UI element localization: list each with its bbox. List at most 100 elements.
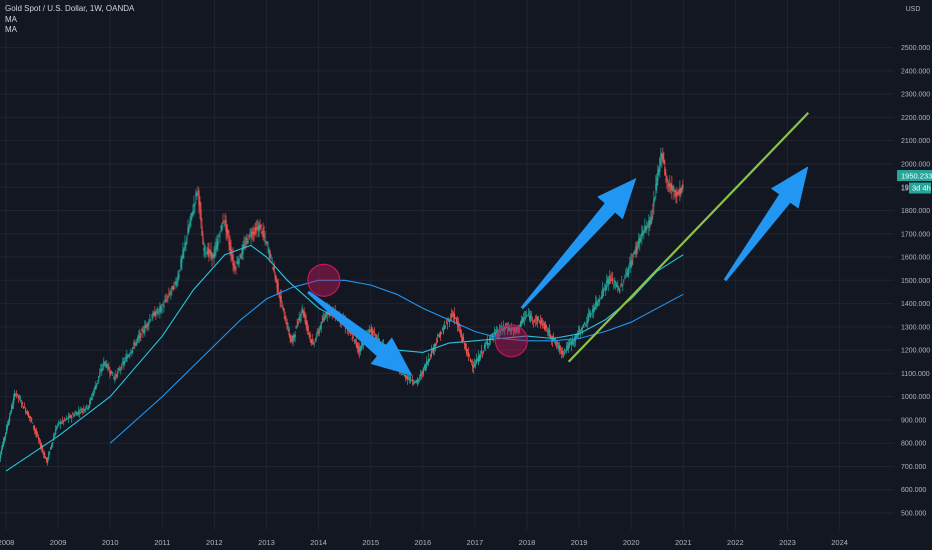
candle-body <box>315 337 317 340</box>
price-tick-label: 1200.000 <box>901 348 930 355</box>
candle-body <box>25 408 27 413</box>
candle-body <box>157 311 159 313</box>
candle-body <box>104 362 106 364</box>
candle-body <box>139 333 141 338</box>
candle-body <box>439 332 442 337</box>
candle-body <box>543 323 545 324</box>
candle-body <box>668 183 670 187</box>
candle-body <box>296 324 298 326</box>
candle-body <box>244 245 246 247</box>
candle-body <box>145 325 147 328</box>
candle-body <box>649 219 651 225</box>
annotations[interactable] <box>307 111 810 376</box>
candle-body <box>539 320 541 322</box>
candle-body <box>515 327 518 332</box>
candle-body <box>658 167 660 172</box>
candle-body <box>309 334 311 338</box>
candle-body <box>324 316 326 318</box>
candle-body <box>174 282 176 283</box>
candle-body <box>64 418 66 420</box>
trend-line-drawing[interactable] <box>567 111 810 363</box>
candle-body <box>196 193 198 196</box>
candle-body <box>154 311 156 317</box>
moving-average-2-line[interactable] <box>109 279 684 444</box>
candle-body <box>494 332 497 337</box>
candle-body <box>321 321 323 323</box>
candle-body <box>462 336 465 341</box>
candle-body <box>240 255 242 259</box>
candle-body <box>68 415 70 419</box>
candle-body <box>110 370 112 375</box>
arrow-drawing[interactable] <box>723 166 809 282</box>
candle-body <box>576 336 578 338</box>
candle-body <box>415 380 417 382</box>
candle-body <box>452 313 455 317</box>
symbol-title[interactable]: Gold Spot / U.S. Dollar, 1W, OANDA <box>5 4 135 13</box>
ma1-label[interactable]: MA <box>5 14 17 24</box>
candle-body <box>541 320 543 322</box>
candle-body <box>504 324 507 327</box>
candle-body <box>604 288 606 290</box>
candle-body <box>419 374 421 377</box>
candle-body <box>465 348 468 354</box>
candle-body <box>300 312 302 316</box>
candle-body <box>213 252 215 260</box>
candle-body <box>266 242 268 245</box>
candle-body <box>480 350 483 353</box>
candle-body <box>92 393 94 396</box>
candle-body <box>410 380 412 381</box>
candle-body <box>650 217 652 225</box>
candle-body <box>499 331 502 333</box>
candle-body <box>194 203 196 205</box>
candle-body <box>177 275 179 283</box>
candle-body <box>111 371 113 374</box>
candle-body <box>236 260 238 264</box>
candle-body <box>323 317 325 321</box>
candle-body <box>263 233 265 238</box>
candle-body <box>423 366 426 369</box>
candle-body <box>66 417 68 419</box>
candle-body <box>46 457 48 462</box>
candle-body <box>427 358 430 363</box>
candle-body <box>444 325 447 327</box>
price-axis[interactable]: USD 500.000 600.000 700.000 800.000 900.000 10… <box>897 6 932 518</box>
circle-drawing[interactable] <box>307 263 341 297</box>
candle-body <box>79 413 81 414</box>
candle-body <box>361 343 363 347</box>
candle-body <box>320 322 322 329</box>
candle-body <box>187 227 189 236</box>
arrow-drawing[interactable] <box>520 177 637 310</box>
candle-body <box>162 304 164 306</box>
candle-body <box>612 277 614 284</box>
candle-body <box>223 220 225 223</box>
candle-body <box>659 158 661 172</box>
arrow-drawing[interactable] <box>307 290 413 376</box>
candle-body <box>155 314 157 316</box>
candle-body <box>134 344 136 346</box>
circle-drawing[interactable] <box>494 324 528 358</box>
candle-body <box>413 382 415 384</box>
candle-body <box>417 379 419 382</box>
candle-body <box>460 332 463 338</box>
candle-body <box>299 317 301 321</box>
ma2-label[interactable]: MA <box>5 25 17 34</box>
time-axis[interactable]: 2008 2009 2010 2011 2012 2013 2014 2015 2016 2017… <box>0 538 848 547</box>
candle-body <box>614 280 616 283</box>
candle-body <box>371 328 373 336</box>
candle-body <box>637 242 639 248</box>
candle-body <box>126 355 128 362</box>
time-tick-label: 2009 <box>50 538 67 547</box>
candle-body <box>514 329 517 331</box>
candle-body <box>621 283 623 286</box>
time-tick-label: 2017 <box>467 538 484 547</box>
price-tick-label: 2300.000 <box>901 92 930 99</box>
candle-body <box>232 254 234 266</box>
candle-body <box>377 338 379 342</box>
candle-body <box>352 336 354 338</box>
time-tick-label: 2022 <box>727 538 744 547</box>
candle-body <box>573 339 575 341</box>
candle-body <box>432 347 435 353</box>
candle-body <box>602 288 604 297</box>
candle-body <box>467 352 470 357</box>
